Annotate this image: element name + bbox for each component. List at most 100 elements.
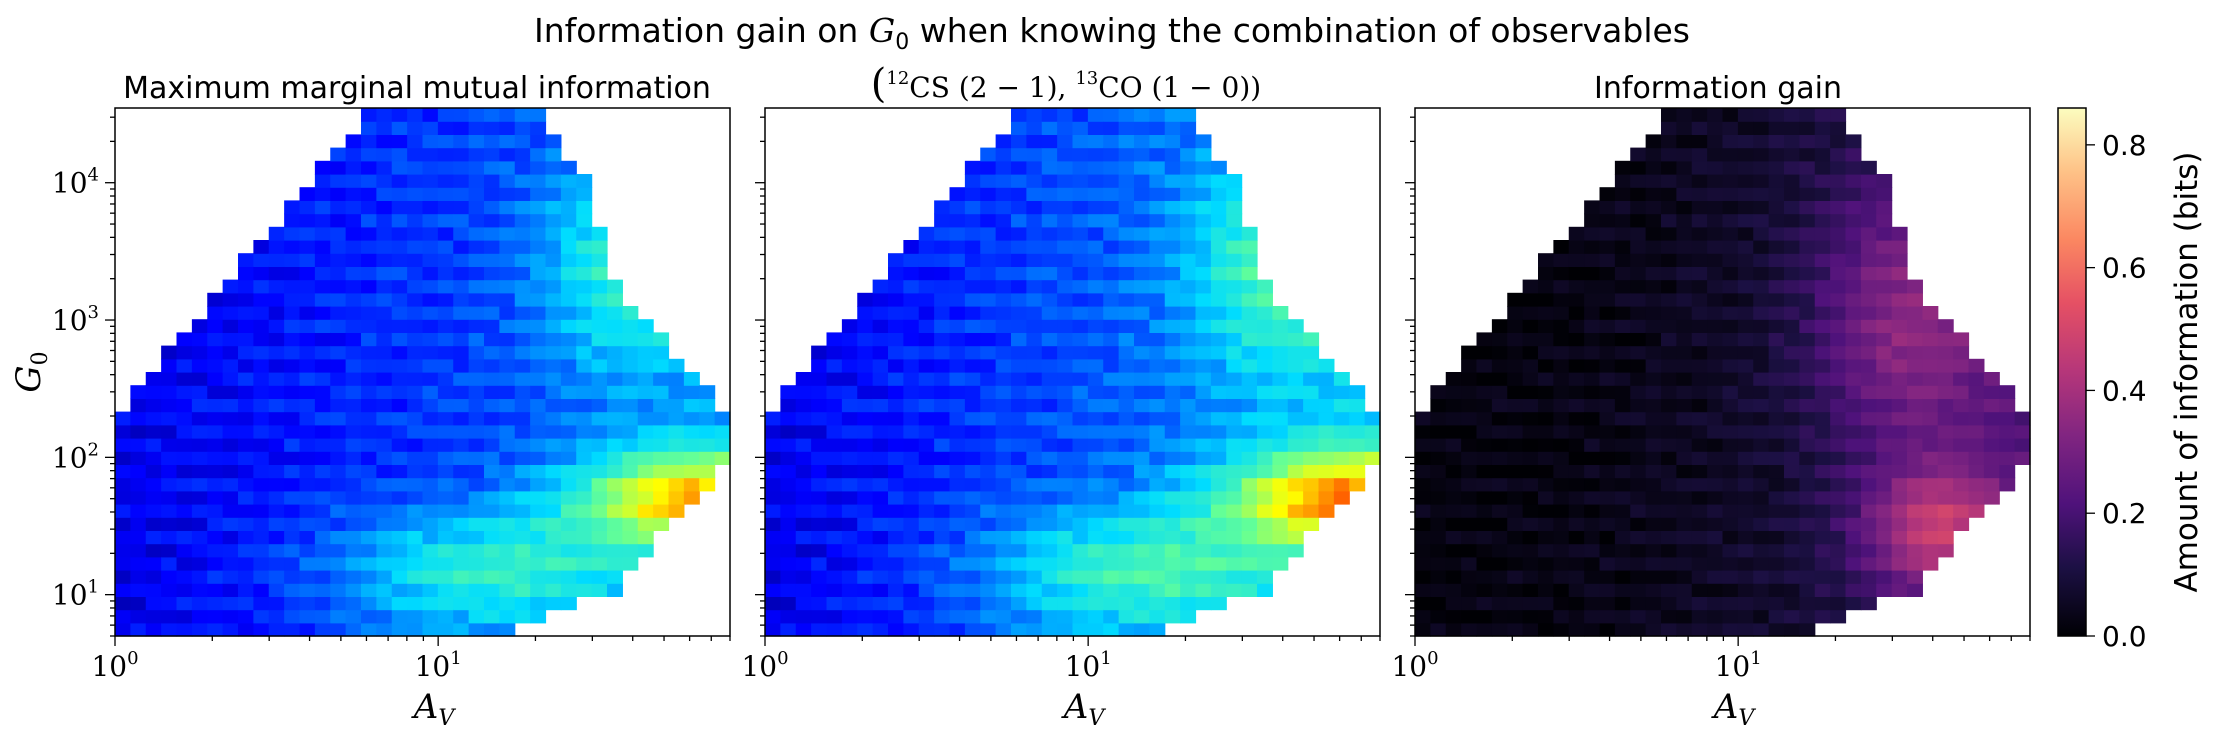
heatmap-cell <box>1445 372 1462 386</box>
heatmap-cell <box>391 292 408 307</box>
heatmap-cell <box>1011 121 1027 135</box>
heatmap-cell <box>253 398 270 413</box>
heatmap-cell <box>376 292 393 307</box>
heatmap-cell <box>284 306 301 320</box>
heatmap-cell <box>1630 332 1647 347</box>
heatmap-cell <box>238 609 254 624</box>
heatmap-cell <box>407 622 424 637</box>
heatmap-cell <box>1553 438 1570 452</box>
heatmap-cell <box>1195 213 1212 228</box>
heatmap-cell <box>530 160 547 175</box>
heatmap-cell <box>1614 609 1631 624</box>
heatmap-cell <box>268 543 285 558</box>
heatmap-cell <box>888 253 904 267</box>
heatmap-cell <box>130 477 147 492</box>
heatmap-cell <box>1568 372 1585 386</box>
heatmap-cell <box>637 504 654 518</box>
heatmap-cell <box>995 451 1012 465</box>
heatmap-cell <box>964 319 981 333</box>
heatmap-cell <box>1026 424 1043 439</box>
heatmap-cell <box>407 424 424 439</box>
heatmap-cell <box>1164 187 1181 201</box>
heatmap-cell <box>1057 226 1074 241</box>
heatmap-cell <box>1026 226 1043 241</box>
heatmap-cell <box>1845 504 1862 518</box>
heatmap-cell <box>1599 200 1616 215</box>
heatmap-cell <box>1922 385 1939 399</box>
heatmap-cell <box>299 292 316 307</box>
heatmap-cell <box>1614 292 1631 307</box>
heatmap-cell <box>1584 477 1601 492</box>
heatmap-cell <box>1661 253 1677 267</box>
heatmap-cell <box>407 530 424 545</box>
heatmap-cell <box>1799 424 1816 439</box>
heatmap-cell <box>1676 213 1693 228</box>
heatmap-cell <box>1676 622 1693 637</box>
heatmap-cell <box>1814 398 1831 413</box>
heatmap-cell <box>545 187 562 201</box>
heatmap-cell <box>1349 451 1366 465</box>
heatmap-cell <box>207 345 224 360</box>
heatmap-cell <box>1164 147 1181 162</box>
heatmap-cell <box>1491 319 1508 333</box>
heatmap-cell <box>1103 345 1120 360</box>
heatmap-cell <box>284 609 301 624</box>
heatmap-cell <box>1461 570 1478 584</box>
heatmap-cell <box>1707 543 1724 558</box>
heatmap-cell <box>1164 279 1181 294</box>
heatmap-cell <box>299 596 316 611</box>
heatmap-cell <box>1814 266 1831 281</box>
heatmap-cell <box>453 517 470 531</box>
heatmap-cell <box>995 477 1012 492</box>
heatmap-cell <box>1072 358 1089 373</box>
heatmap-cell <box>1922 490 1939 505</box>
heatmap-cell <box>1814 596 1831 611</box>
heatmap-cell <box>1860 306 1877 320</box>
heatmap-cell <box>1349 411 1366 426</box>
heatmap-cell <box>1814 372 1831 386</box>
heatmap-cell <box>903 345 920 360</box>
heatmap-cell <box>530 358 547 373</box>
heatmap-cell <box>1630 530 1647 545</box>
heatmap-cell <box>857 398 874 413</box>
heatmap-cell <box>314 240 331 254</box>
heatmap-cell <box>1149 477 1166 492</box>
heatmap-cell <box>545 292 562 307</box>
heatmap-cell <box>918 596 935 611</box>
heatmap-cell <box>576 319 593 333</box>
heatmap-cell <box>1768 424 1785 439</box>
heatmap-cell <box>1538 398 1554 413</box>
heatmap-cell <box>1522 319 1539 333</box>
heatmap-cell <box>903 385 920 399</box>
heatmap-cell <box>1087 319 1104 333</box>
heatmap-cell <box>857 438 874 452</box>
heatmap-cell <box>980 160 997 175</box>
heatmap-cell <box>284 332 301 347</box>
heatmap-cell <box>330 543 347 558</box>
heatmap-cell <box>1737 345 1754 360</box>
heatmap-cell <box>903 543 920 558</box>
heatmap-cell <box>1661 596 1677 611</box>
heatmap-cell <box>1722 306 1739 320</box>
heatmap-cell <box>268 226 285 241</box>
heatmap-cell <box>1676 332 1693 347</box>
heatmap-cell <box>499 160 516 175</box>
heatmap-cell <box>1087 358 1104 373</box>
heatmap-cell <box>115 411 131 426</box>
heatmap-cell <box>1103 424 1120 439</box>
heatmap-cell <box>361 345 377 360</box>
heatmap-cell <box>1333 464 1350 479</box>
heatmap-cell <box>591 477 608 492</box>
heatmap-cell <box>253 438 270 452</box>
heatmap-cell <box>1830 134 1847 149</box>
heatmap-cell <box>1645 358 1662 373</box>
heatmap-cell <box>1676 174 1693 188</box>
heatmap-cell <box>207 504 224 518</box>
heatmap-cell <box>1876 530 1893 545</box>
heatmap-cell <box>345 306 362 320</box>
heatmap-cell <box>1057 134 1074 149</box>
heatmap-cell <box>422 332 439 347</box>
heatmap-cell <box>1257 517 1273 531</box>
heatmap-cell <box>514 609 531 624</box>
heatmap-cell <box>1287 358 1304 373</box>
